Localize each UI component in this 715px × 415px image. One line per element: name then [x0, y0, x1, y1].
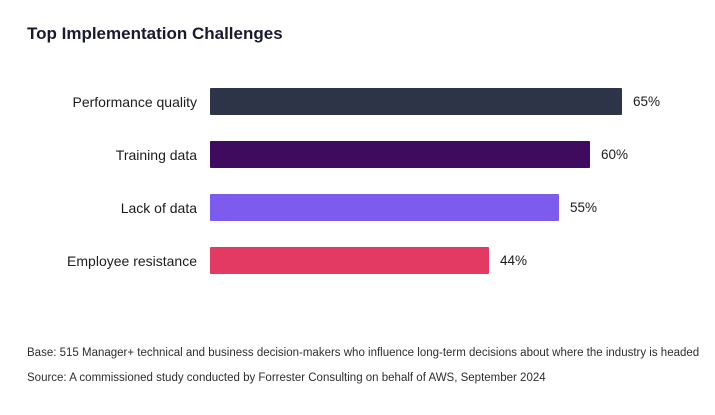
- value-label: 65%: [633, 94, 661, 109]
- value-label: 55%: [570, 200, 598, 215]
- chart-row: Performance quality 65%: [12, 88, 702, 115]
- value-label: 60%: [601, 147, 629, 162]
- chart-row: Training data 60%: [12, 141, 702, 168]
- bar: [210, 141, 590, 168]
- footer-source-note: Source: A commissioned study conducted b…: [27, 372, 546, 384]
- chart-row: Lack of data 55%: [12, 194, 702, 221]
- footer-base-note: Base: 515 Manager+ technical and busines…: [27, 347, 700, 359]
- category-label: Training data: [115, 146, 197, 163]
- chart-rows: Performance quality 65% Training data 60% La…: [12, 88, 702, 300]
- category-label: Performance quality: [72, 93, 197, 110]
- bar: [210, 194, 559, 221]
- chart-title: Top Implementation Challenges: [27, 24, 283, 43]
- bar: [210, 247, 489, 274]
- chart-row: Employee resistance 44%: [12, 247, 702, 274]
- bar: [210, 88, 622, 115]
- value-label: 44%: [500, 253, 528, 268]
- category-label: Employee resistance: [67, 252, 197, 269]
- category-label: Lack of data: [120, 199, 197, 216]
- chart-footer: Base: 515 Manager+ technical and busines…: [27, 341, 699, 391]
